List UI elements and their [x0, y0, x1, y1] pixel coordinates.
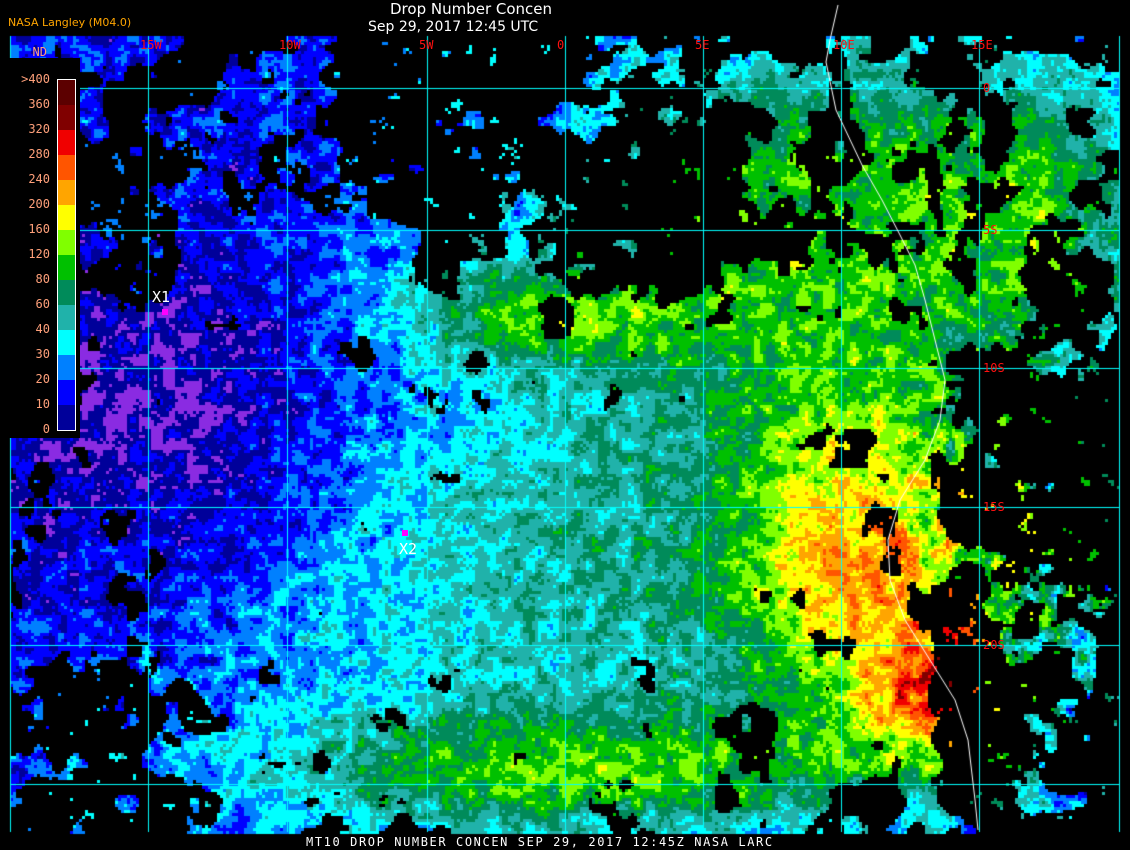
- legend-tick-label: 120: [28, 247, 50, 261]
- legend-swatch: [58, 230, 75, 255]
- legend-swatch: [58, 80, 75, 105]
- footer-caption: MT10 DROP NUMBER CONCEN SEP 29, 2017 12:…: [306, 835, 774, 849]
- longitude-label: 10W: [279, 38, 301, 52]
- legend-swatch: [58, 330, 75, 355]
- marker-x1-label: X1: [152, 288, 171, 306]
- longitude-label: 10E: [833, 38, 855, 52]
- legend-tick-label: 40: [35, 322, 50, 336]
- map-datetime: Sep 29, 2017 12:45 UTC: [368, 19, 539, 35]
- legend-swatch: [58, 155, 75, 180]
- legend-swatch: [58, 280, 75, 305]
- legend-tick-label: 240: [28, 172, 50, 186]
- longitude-label: 0: [557, 38, 565, 52]
- latitude-label: 10S: [983, 361, 1005, 375]
- legend-tick-label: 0: [42, 422, 50, 436]
- longitude-label: 15E: [971, 38, 993, 52]
- legend-swatch: [58, 305, 75, 330]
- marker-x1-dot: [162, 309, 168, 315]
- legend-swatch: [58, 205, 75, 230]
- legend-tick-label: 80: [35, 272, 50, 286]
- legend-tick-label: 360: [28, 97, 50, 111]
- latitude-label: 0: [983, 81, 991, 95]
- legend-swatch: [58, 255, 75, 280]
- latitude-label: 5S: [983, 223, 998, 237]
- legend-swatch: [58, 130, 75, 155]
- legend-tick-label: 280: [28, 147, 50, 161]
- legend-tick-label: 60: [35, 297, 50, 311]
- legend-tick-label: 320: [28, 122, 50, 136]
- legend-swatch: [58, 105, 75, 130]
- legend-swatch: [58, 355, 75, 380]
- credit-label: NASA Langley (M04.0): [8, 16, 132, 29]
- legend-swatch: [58, 180, 75, 205]
- legend-tick-label: 20: [35, 372, 50, 386]
- legend-tick-label: 160: [28, 222, 50, 236]
- legend-tick-label: >400: [21, 72, 50, 86]
- legend-unit: ND: [32, 45, 47, 59]
- legend-tick-label: 10: [35, 397, 50, 411]
- color-legend: ND >400 360 320 280 240 200 160 120 80 60 40 30 20 10…: [0, 45, 80, 438]
- legend-colorbar: [57, 79, 76, 431]
- legend-tick-label: 200: [28, 197, 50, 211]
- longitude-label: 15W: [140, 38, 162, 52]
- legend-swatch: [58, 380, 75, 405]
- legend-tick-label: 30: [35, 347, 50, 361]
- longitude-label: 5E: [695, 38, 710, 52]
- latitude-label: 15S: [983, 500, 1005, 514]
- latitude-label: 20S: [983, 638, 1005, 652]
- marker-x2-label: X2: [399, 540, 418, 558]
- marker-x2-dot: [402, 530, 408, 536]
- longitude-label: 5W: [419, 38, 434, 52]
- map-title: Drop Number Concen: [390, 0, 553, 18]
- legend-swatch: [58, 405, 75, 430]
